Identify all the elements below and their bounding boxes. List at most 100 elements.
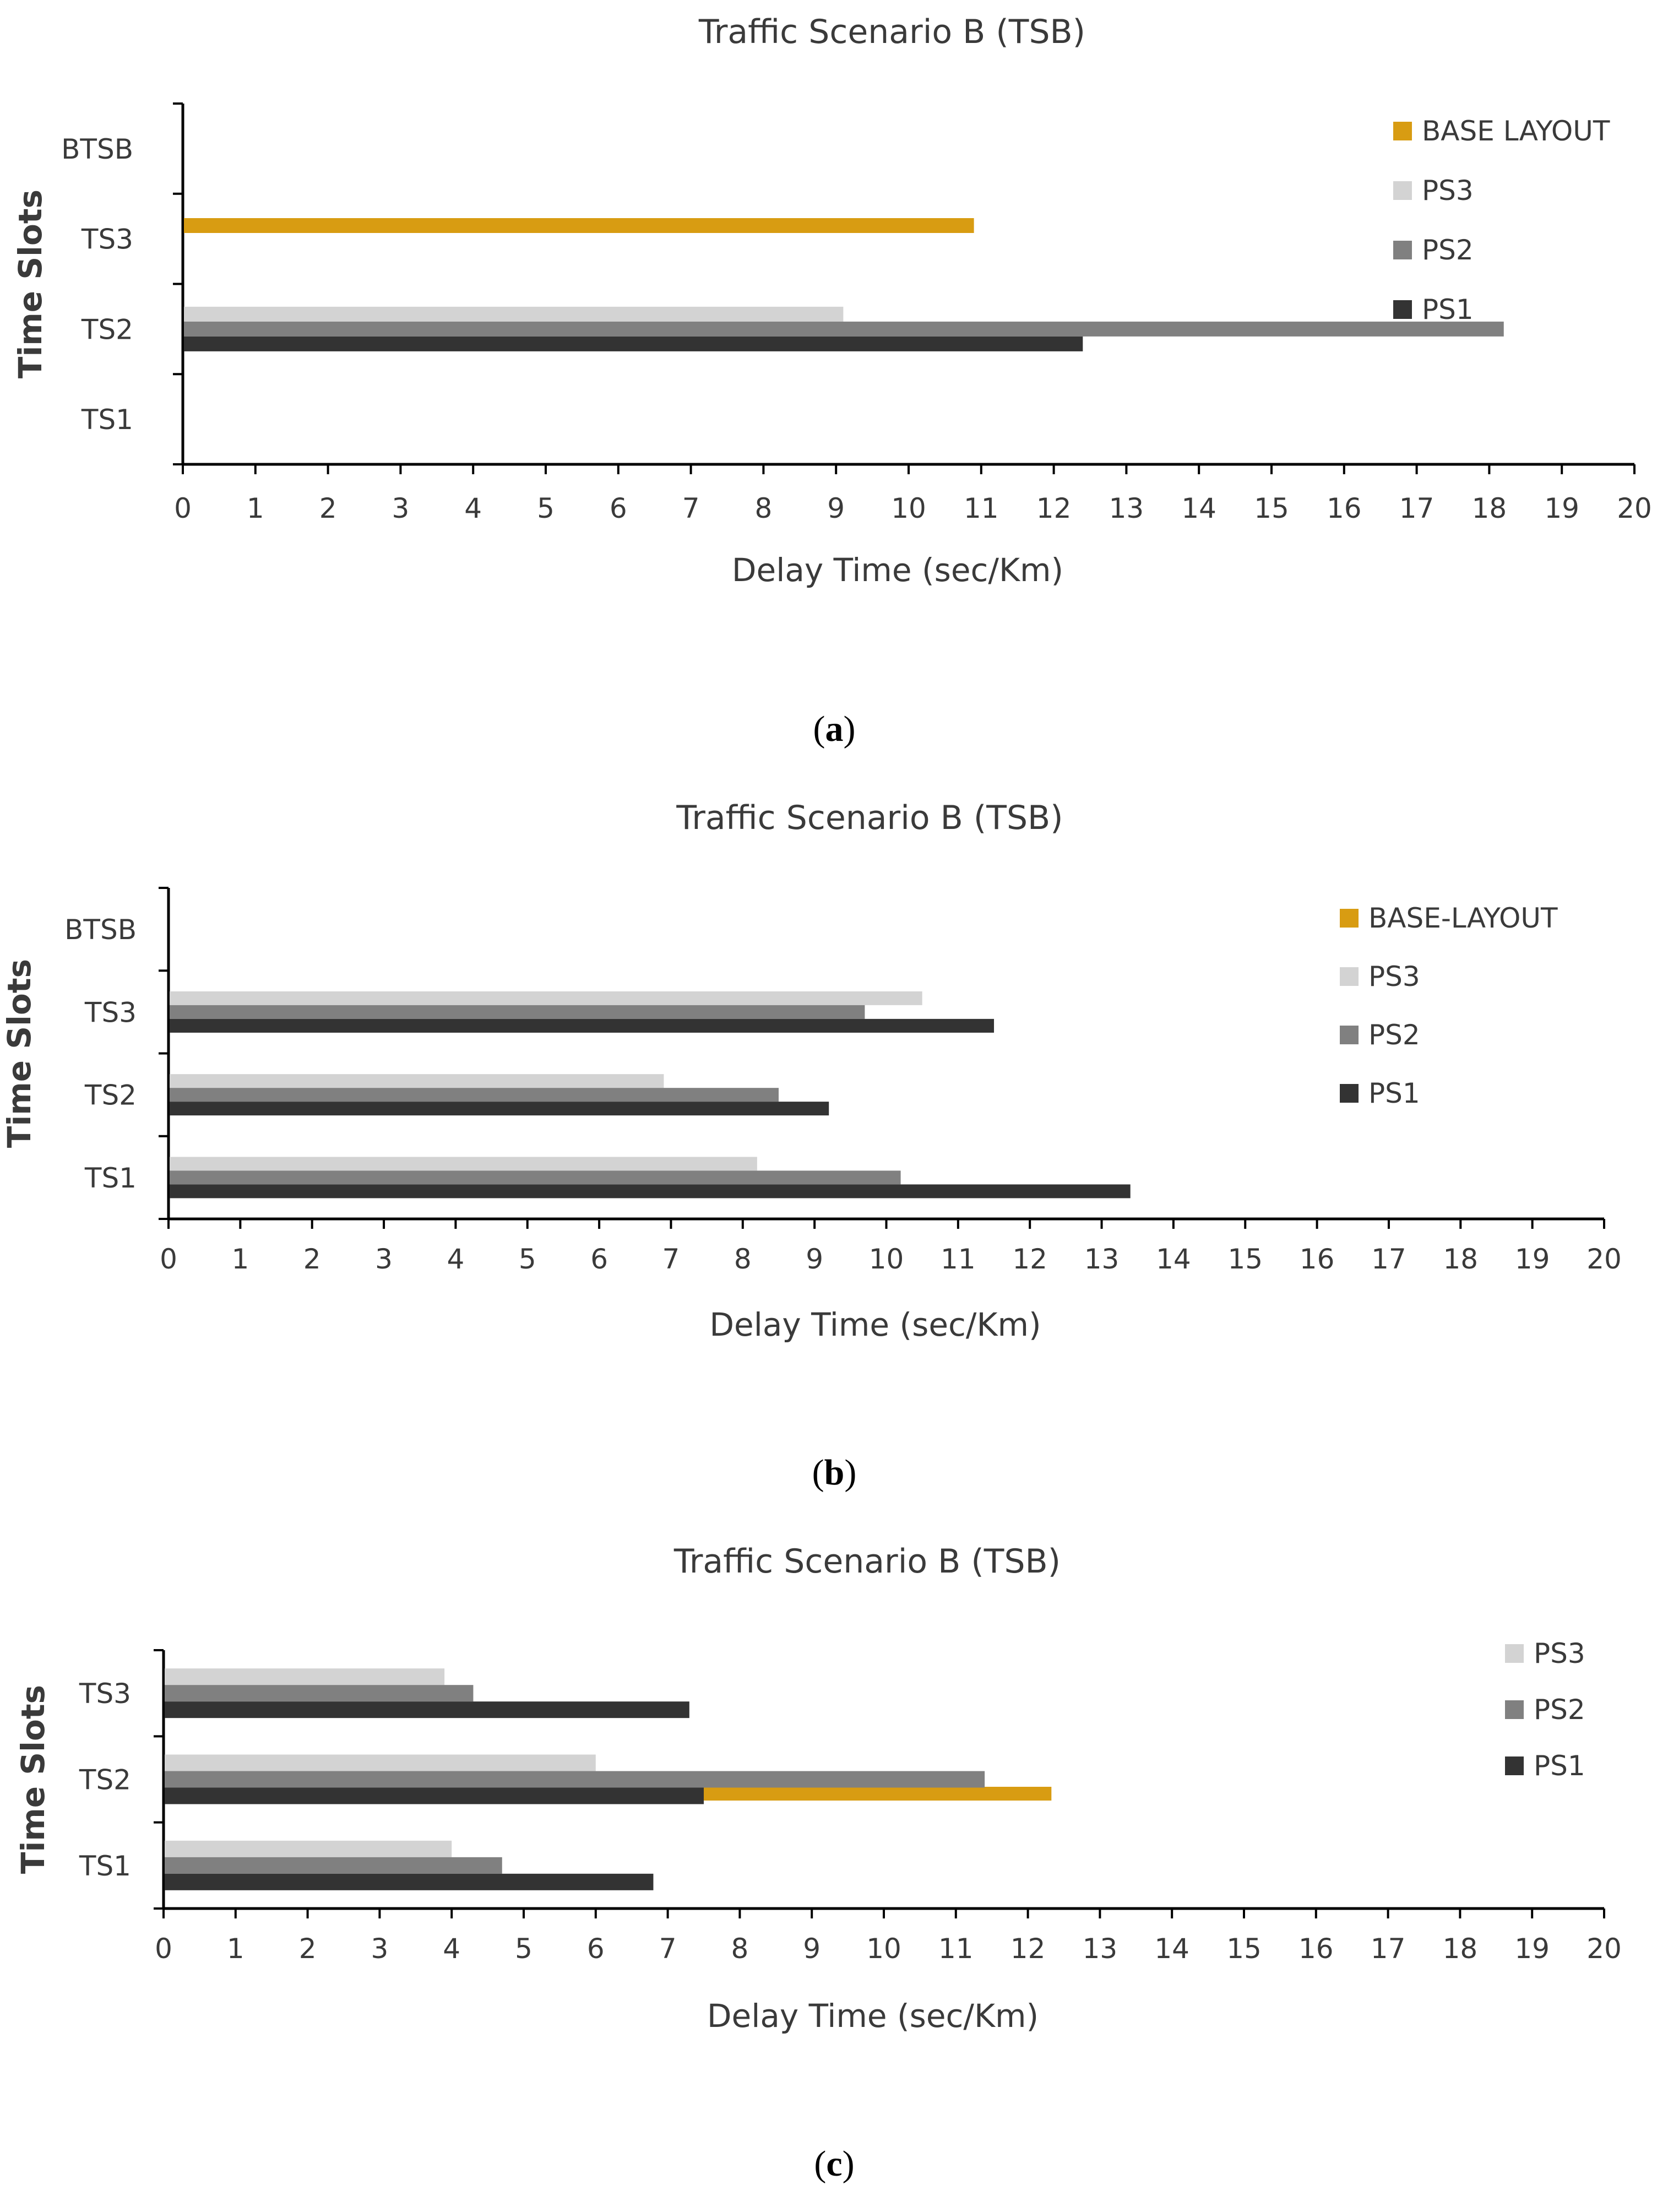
x-tick-label: 2 [299,1933,317,1965]
x-tick-label: 6 [590,1243,608,1275]
x-tick-label: 16 [1298,1933,1334,1965]
x-tick-label: 18 [1472,492,1507,524]
x-tick-label: 19 [1514,1933,1550,1965]
x-tick-label: 10 [891,492,926,524]
x-tick-label: 7 [659,1933,677,1965]
legend-label: PS1 [1534,1750,1585,1782]
panel-caption: (c) [814,2144,854,2184]
bar-ps2-ts1 [170,1170,901,1185]
x-tick-label: 8 [734,1243,752,1275]
x-tick-label: 4 [447,1243,464,1275]
x-tick-label: 14 [1156,1243,1191,1275]
legend-label: PS2 [1368,1019,1420,1051]
bar-ps1-ts2 [170,1102,829,1116]
y-axis-label: Time Slots [1,959,38,1148]
bar-ps1-ts1 [165,1873,654,1890]
y-category-label: TS3 [84,996,137,1028]
bar-ps3-ts1 [165,1840,452,1857]
x-tick-label: 17 [1371,1243,1406,1275]
x-tick-label: 11 [938,1933,974,1965]
chart-title: Traffic Scenario B (TSB) [698,13,1085,51]
x-tick-label: 12 [1012,1243,1047,1275]
y-category-label: TS1 [81,404,133,436]
legend: PS3 PS2 PS1 [1505,1638,1585,1782]
x-tick-label: 8 [754,492,772,524]
x-tick-label: 4 [464,492,482,524]
x-tick-label: 13 [1109,492,1144,524]
x-tick-label: 11 [964,492,999,524]
x-tick-label: 0 [174,492,192,524]
x-axis-label: Delay Time (sec/Km) [707,1997,1039,2035]
bar-ps2-ts3 [165,1685,474,1702]
x-tick-label: 0 [160,1243,177,1275]
legend-label: PS2 [1534,1694,1585,1726]
y-axis-label: Time Slots [12,189,49,378]
bar-ps1-ts3 [165,1701,689,1718]
x-axis-label: Delay Time (sec/Km) [732,551,1063,589]
x-tick-label: 7 [662,1243,680,1275]
x-tick-label: 17 [1399,492,1435,524]
bar-ps3-ts2 [184,306,844,322]
x-tick-label: 18 [1443,1933,1478,1965]
legend-label: PS3 [1422,175,1474,207]
x-tick-label: 1 [231,1243,249,1275]
legend-swatch [1393,122,1412,140]
legend: BASE-LAYOUT PS3 PS2 PS1 [1340,902,1558,1109]
chart-title: Traffic Scenario B (TSB) [676,799,1063,837]
legend-swatch [1340,1084,1359,1103]
x-tick-label: 9 [806,1243,823,1275]
legend-swatch [1505,1700,1524,1719]
y-category-label: TS1 [84,1162,137,1194]
bar-ps3-ts1 [170,1157,757,1171]
x-tick-label: 13 [1083,1933,1118,1965]
x-tick-label: 5 [537,492,555,524]
legend-swatch [1393,181,1412,200]
legend-label: PS1 [1368,1077,1420,1109]
bar-ps3-ts3 [170,991,922,1005]
legend: BASE LAYOUT PS3 PS2 PS1 [1393,115,1610,326]
legend-label: BASE-LAYOUT [1368,902,1558,934]
y-category-label: TS2 [79,1764,131,1796]
chart-panel-c: Traffic Scenario B (TSB)0 1 2 3 4 5 6 7 8 9 10 11 12… [14,1542,1622,2184]
bar-ps1-ts2 [184,336,1083,351]
x-tick-label: 3 [375,1243,393,1275]
x-tick-label: 6 [610,492,627,524]
x-tick-label: 15 [1226,1933,1262,1965]
x-tick-label: 14 [1154,1933,1189,1965]
x-tick-label: 19 [1515,1243,1550,1275]
x-tick-label: 7 [682,492,700,524]
legend-label: PS2 [1422,234,1474,266]
x-tick-label: 9 [827,492,845,524]
bar-ps2-ts2 [184,321,1504,337]
y-category-label: TS2 [84,1080,137,1112]
legend-swatch [1340,909,1359,928]
x-tick-label: 1 [247,492,264,524]
x-tick-label: 17 [1371,1933,1406,1965]
legend-swatch [1340,967,1359,986]
bar-ps3-ts2 [165,1754,596,1771]
bar-ps1-ts1 [170,1184,1131,1199]
x-tick-label: 9 [803,1933,821,1965]
x-tick-label: 3 [371,1933,388,1965]
legend-swatch [1393,241,1412,259]
panel-caption: (b) [812,1452,857,1493]
x-axis-label: Delay Time (sec/Km) [709,1306,1041,1343]
x-tick-label: 8 [731,1933,748,1965]
legend-label: PS1 [1422,294,1474,326]
x-tick-label: 12 [1010,1933,1046,1965]
y-axis-label: Time Slots [14,1685,52,1874]
x-tick-label: 16 [1300,1243,1335,1275]
x-tick-label: 0 [155,1933,172,1965]
x-tick-label: 3 [392,492,409,524]
y-category-label: TS1 [79,1850,131,1882]
x-tick-label: 19 [1544,492,1579,524]
x-tick-label: 5 [519,1243,536,1275]
bar-ps3-ts3 [165,1668,445,1685]
x-tick-label: 2 [319,492,337,524]
x-tick-label: 16 [1327,492,1362,524]
x-tick-label: 20 [1617,492,1652,524]
legend-label: BASE LAYOUT [1422,115,1610,147]
y-category-label: BTSB [64,914,137,946]
y-category-label: TS3 [81,224,133,256]
